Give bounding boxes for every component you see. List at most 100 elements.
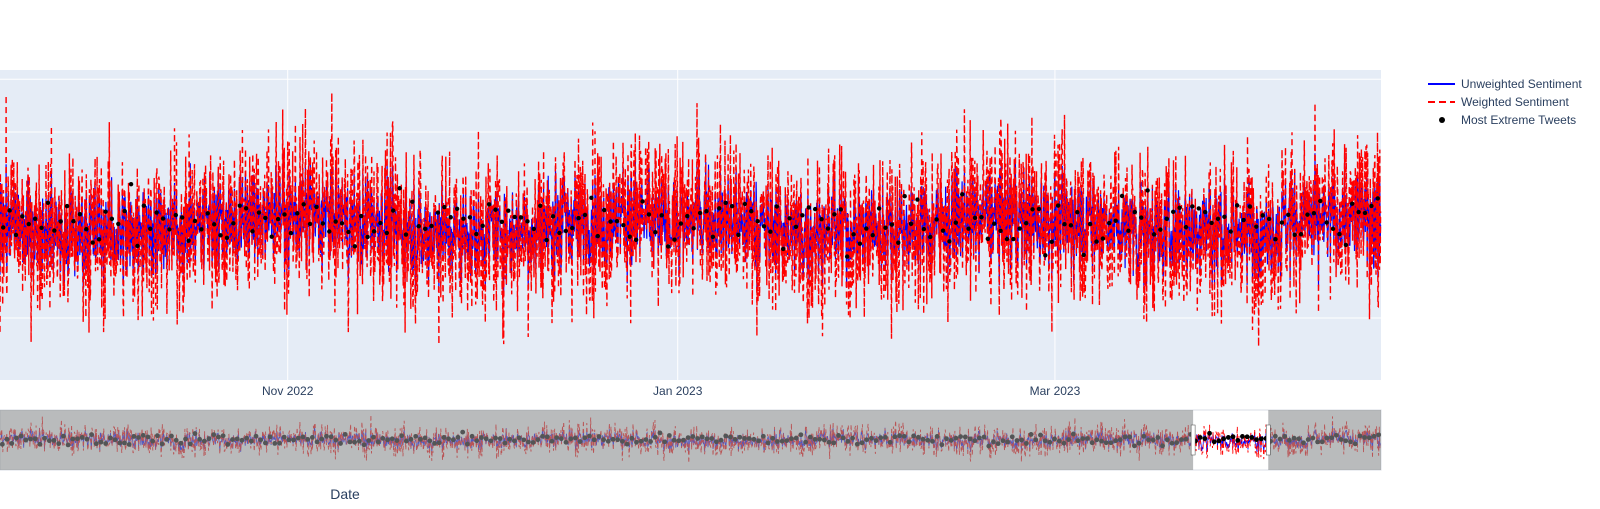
legend-item-unweighted-sentiment[interactable]: Unweighted Sentiment	[1428, 77, 1582, 91]
legend-label: Most Extreme Tweets	[1461, 113, 1576, 127]
legend-swatch-marker	[1439, 117, 1445, 123]
extreme-tweet-point	[749, 209, 754, 214]
extreme-tweet-point	[275, 216, 281, 222]
extreme-tweet-point	[454, 206, 460, 212]
extreme-tweet-point	[947, 239, 952, 244]
legend-item-weighted-sentiment[interactable]: Weighted Sentiment	[1428, 95, 1570, 109]
range-slider[interactable]	[0, 409, 1382, 471]
extreme-tweet-point	[640, 199, 645, 204]
x-axis-tick-labels: Nov 2022 Jan 2023 Mar 2023	[262, 384, 1081, 398]
extreme-tweet-point	[339, 221, 345, 226]
extreme-tweet-point	[103, 209, 108, 214]
extreme-tweet-point	[525, 219, 530, 224]
extreme-tweet-point	[1049, 239, 1054, 244]
extreme-tweet-point	[96, 237, 102, 242]
extreme-tweet-point	[410, 199, 415, 204]
slider-extreme-tweet-point	[1258, 436, 1264, 442]
slider-extreme-tweet-point	[1254, 437, 1259, 442]
extreme-tweet-point	[211, 222, 217, 227]
extreme-tweet-point	[256, 210, 262, 215]
extreme-tweet-point	[512, 214, 517, 220]
extreme-tweet-point	[1215, 216, 1221, 222]
extreme-tweet-point	[1158, 227, 1163, 232]
extreme-tweet-point	[953, 220, 959, 225]
slider-extreme-tweet-point	[1230, 434, 1236, 440]
extreme-tweet-point	[1260, 213, 1265, 218]
slider-extreme-tweet-point	[1240, 434, 1245, 439]
extreme-tweet-point	[570, 225, 575, 231]
extreme-tweet-point	[1247, 204, 1253, 209]
extreme-tweet-point	[998, 228, 1003, 234]
extreme-tweet-point	[928, 234, 933, 240]
extreme-tweet-point	[1318, 198, 1323, 204]
extreme-tweet-point	[825, 226, 831, 231]
extreme-tweet-point	[243, 206, 249, 211]
extreme-tweet-point	[403, 232, 409, 237]
slider-extreme-tweet-point	[1197, 435, 1203, 440]
legend[interactable]: Unweighted Sentiment Weighted Sentiment …	[1428, 77, 1582, 127]
extreme-tweet-point	[199, 227, 204, 232]
x-tick-label: Jan 2023	[653, 384, 703, 398]
extreme-tweet-point	[320, 221, 326, 226]
extreme-tweet-point	[1011, 236, 1016, 242]
extreme-tweet-point	[486, 202, 492, 207]
extreme-tweet-point	[461, 216, 466, 221]
extreme-tweet-point	[1030, 207, 1035, 212]
extreme-tweet-point	[979, 215, 984, 220]
extreme-tweet-point	[167, 227, 172, 232]
extreme-tweet-point	[116, 221, 121, 227]
extreme-tweet-point	[883, 225, 888, 230]
extreme-tweet-point	[544, 237, 549, 243]
legend-item-most-extreme-tweets[interactable]: Most Extreme Tweets	[1439, 113, 1576, 127]
extreme-tweet-point	[371, 229, 377, 234]
extreme-tweet-point	[1081, 252, 1086, 258]
extreme-tweet-point	[429, 223, 434, 229]
extreme-tweet-point	[1055, 203, 1061, 208]
extreme-tweet-point	[397, 186, 402, 191]
extreme-tweet-point	[474, 231, 479, 237]
extreme-tweet-point	[39, 225, 44, 230]
slider-extreme-tweet-point	[1249, 435, 1255, 440]
extreme-tweet-point	[333, 219, 338, 224]
extreme-tweet-point	[1183, 224, 1189, 230]
extreme-tweet-point	[295, 211, 300, 216]
extreme-tweet-point	[678, 221, 684, 226]
extreme-tweet-point	[1139, 215, 1144, 220]
extreme-tweet-point	[1023, 220, 1029, 226]
extreme-tweet-point	[717, 206, 722, 211]
extreme-tweet-point	[1254, 224, 1259, 229]
extreme-tweet-point	[653, 229, 658, 235]
extreme-tweet-point	[1362, 210, 1368, 216]
extreme-tweet-point	[160, 216, 166, 221]
extreme-tweet-point	[1305, 212, 1310, 217]
extreme-tweet-point	[538, 203, 543, 209]
extreme-tweet-point	[1273, 237, 1278, 242]
extreme-tweet-point	[64, 203, 70, 209]
extreme-tweet-point	[806, 205, 811, 210]
slider-extreme-tweet-point	[1225, 435, 1231, 440]
slider-extreme-tweet-point	[1207, 430, 1212, 436]
extreme-tweet-point	[224, 235, 230, 241]
range-slider-handle-right[interactable]	[1266, 424, 1271, 456]
extreme-tweet-point	[710, 234, 716, 240]
extreme-tweet-point	[173, 212, 179, 218]
extreme-tweet-point	[851, 232, 856, 237]
extreme-tweet-point	[1100, 236, 1106, 241]
extreme-tweet-point	[218, 233, 223, 238]
extreme-tweet-point	[1017, 226, 1022, 231]
extreme-tweet-point	[550, 214, 556, 219]
legend-label: Unweighted Sentiment	[1461, 77, 1582, 91]
extreme-tweet-point	[793, 224, 799, 230]
extreme-tweet-point	[729, 204, 735, 209]
extreme-tweet-point	[359, 213, 364, 219]
extreme-tweet-point	[192, 218, 198, 224]
range-slider-handle-left[interactable]	[1190, 424, 1196, 456]
extreme-tweet-point	[531, 226, 537, 232]
extreme-tweet-point	[589, 195, 594, 201]
extreme-tweet-point	[384, 230, 390, 236]
extreme-tweet-point	[314, 204, 319, 210]
range-slider-mask-right	[1268, 410, 1381, 470]
extreme-tweet-point	[1202, 209, 1208, 215]
extreme-tweet-point	[84, 227, 89, 232]
extreme-tweet-point	[1369, 203, 1374, 209]
